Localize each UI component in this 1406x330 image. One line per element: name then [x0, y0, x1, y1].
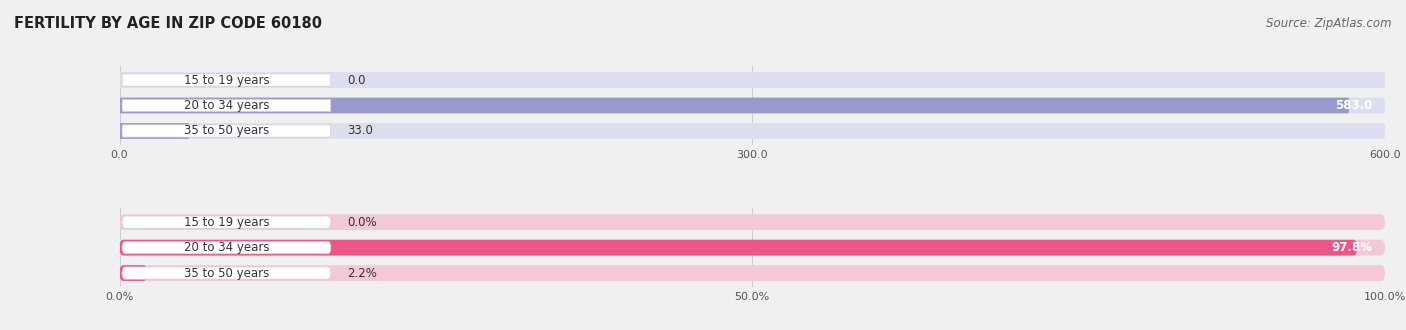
FancyBboxPatch shape [120, 98, 1385, 114]
Text: Source: ZipAtlas.com: Source: ZipAtlas.com [1267, 16, 1392, 29]
FancyBboxPatch shape [120, 265, 1385, 281]
FancyBboxPatch shape [122, 125, 330, 137]
FancyBboxPatch shape [120, 240, 1357, 255]
Text: 97.8%: 97.8% [1331, 241, 1372, 254]
FancyBboxPatch shape [122, 74, 330, 86]
Text: 35 to 50 years: 35 to 50 years [184, 267, 269, 280]
Text: 20 to 34 years: 20 to 34 years [184, 99, 269, 112]
FancyBboxPatch shape [122, 216, 330, 228]
Text: 0.0%: 0.0% [347, 215, 377, 229]
FancyBboxPatch shape [120, 214, 1385, 230]
FancyBboxPatch shape [120, 98, 1350, 114]
FancyBboxPatch shape [120, 265, 148, 281]
FancyBboxPatch shape [122, 267, 330, 279]
FancyBboxPatch shape [122, 99, 330, 112]
FancyBboxPatch shape [120, 123, 1385, 139]
Text: 33.0: 33.0 [347, 124, 373, 138]
Text: 20 to 34 years: 20 to 34 years [184, 241, 269, 254]
FancyBboxPatch shape [120, 240, 1385, 255]
Text: 35 to 50 years: 35 to 50 years [184, 124, 269, 138]
Text: 0.0: 0.0 [347, 74, 366, 86]
Text: 15 to 19 years: 15 to 19 years [184, 74, 269, 86]
Text: FERTILITY BY AGE IN ZIP CODE 60180: FERTILITY BY AGE IN ZIP CODE 60180 [14, 16, 322, 31]
FancyBboxPatch shape [120, 72, 1385, 88]
Text: 583.0: 583.0 [1334, 99, 1372, 112]
Text: 15 to 19 years: 15 to 19 years [184, 215, 269, 229]
FancyBboxPatch shape [120, 123, 190, 139]
FancyBboxPatch shape [122, 242, 330, 254]
Text: 2.2%: 2.2% [347, 267, 377, 280]
